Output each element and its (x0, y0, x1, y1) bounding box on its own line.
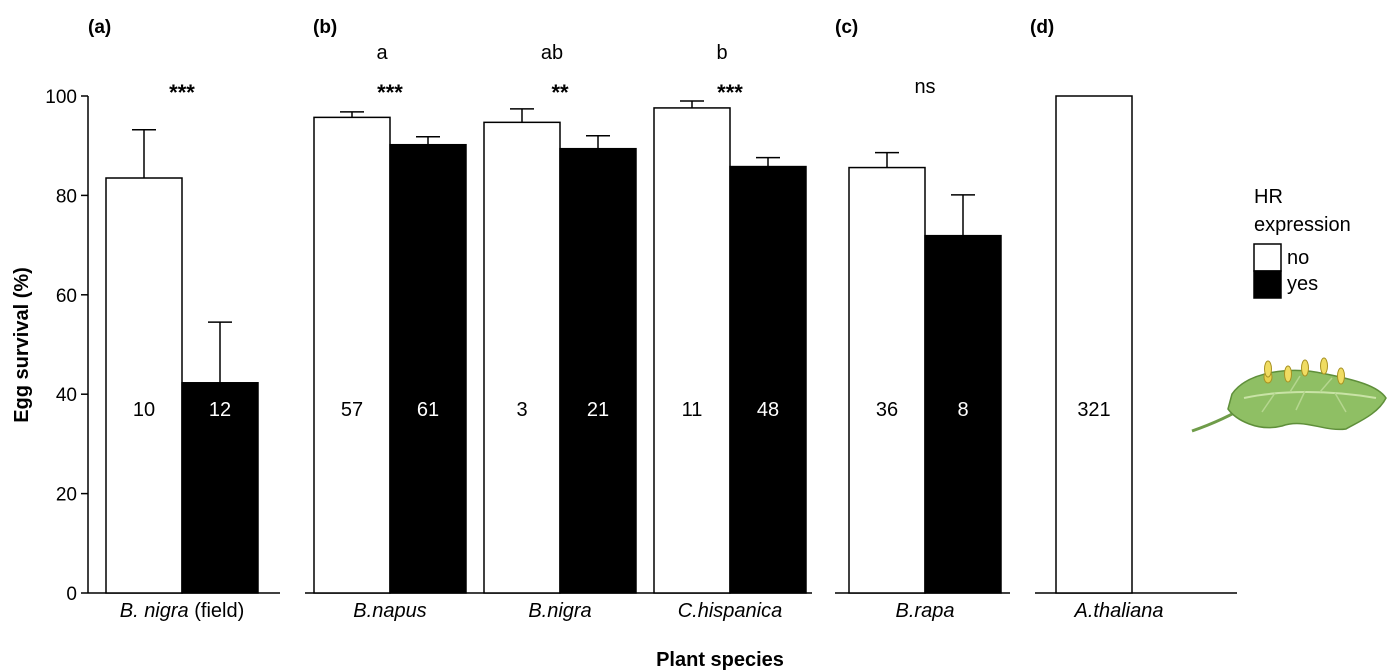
leaf-with-eggs-illustration (1191, 357, 1387, 433)
legend: HR expression no yes (1253, 186, 1351, 299)
bar-hr-no (483, 121, 561, 594)
bar-hr-no (653, 107, 731, 594)
sample-size-label: 8 (957, 399, 968, 421)
sample-size-label: 10 (133, 399, 155, 421)
legend-swatch-yes (1253, 270, 1282, 299)
y-tick-label: 100 (45, 87, 77, 108)
sample-size-label: 36 (876, 399, 898, 421)
group-letter: b (716, 42, 727, 64)
category-label: B.nigra (528, 600, 591, 622)
labels: 0 20 40 60 80 100 (a) 10 12 *** B. nigra (field) (b… (45, 17, 1163, 622)
panel-label: (c) (835, 17, 858, 38)
category-label: B.napus (353, 600, 426, 622)
x-axis-label: Plant species (656, 649, 784, 671)
legend-swatch-no (1253, 243, 1282, 272)
legend-label-yes: yes (1287, 273, 1318, 295)
significance-label: ** (551, 80, 569, 105)
bar-hr-yes (181, 382, 259, 594)
panel-label: (a) (88, 17, 111, 38)
bars (105, 95, 1133, 594)
bar-hr-yes (559, 147, 637, 594)
y-tick-label: 80 (56, 186, 77, 207)
legend-title-line1: HR (1254, 186, 1283, 208)
sample-size-label: 57 (341, 399, 363, 421)
group-letter: a (376, 42, 388, 64)
legend-title-line2: expression (1254, 214, 1351, 236)
y-axis-label: Egg survival (%) (11, 267, 33, 423)
bar-hr-yes (389, 143, 467, 594)
y-tick-label: 20 (56, 485, 77, 506)
sample-size-label: 61 (417, 399, 439, 421)
sample-size-label: 48 (757, 399, 779, 421)
category-label: C.hispanica (678, 600, 783, 622)
sample-size-label: 11 (682, 399, 703, 421)
significance-label: ns (914, 76, 935, 98)
significance-label: *** (169, 80, 195, 105)
y-tick-label: 60 (56, 286, 77, 307)
bar-hr-no (105, 177, 183, 594)
panel-label: (b) (313, 17, 337, 38)
y-tick-label: 0 (66, 584, 77, 605)
category-label: B. nigra (field) (120, 600, 245, 622)
category-label: B.rapa (896, 600, 955, 622)
y-tick-label: 40 (56, 385, 77, 406)
significance-label: *** (377, 80, 403, 105)
bar-hr-no (1055, 95, 1133, 594)
sample-size-label: 21 (587, 399, 609, 421)
sample-size-label: 12 (209, 399, 231, 421)
bar-hr-yes (924, 234, 1002, 594)
significance-label: *** (717, 80, 743, 105)
bar-hr-no (848, 166, 926, 594)
bar-hr-no (313, 116, 391, 594)
group-letter: ab (541, 42, 563, 64)
legend-label-no: no (1287, 247, 1309, 269)
bar-hr-yes (729, 165, 807, 594)
sample-size-label: 3 (516, 399, 527, 421)
category-label: A.thaliana (1074, 600, 1164, 622)
sample-size-label: 321 (1077, 399, 1110, 421)
panel-label: (d) (1030, 17, 1054, 38)
